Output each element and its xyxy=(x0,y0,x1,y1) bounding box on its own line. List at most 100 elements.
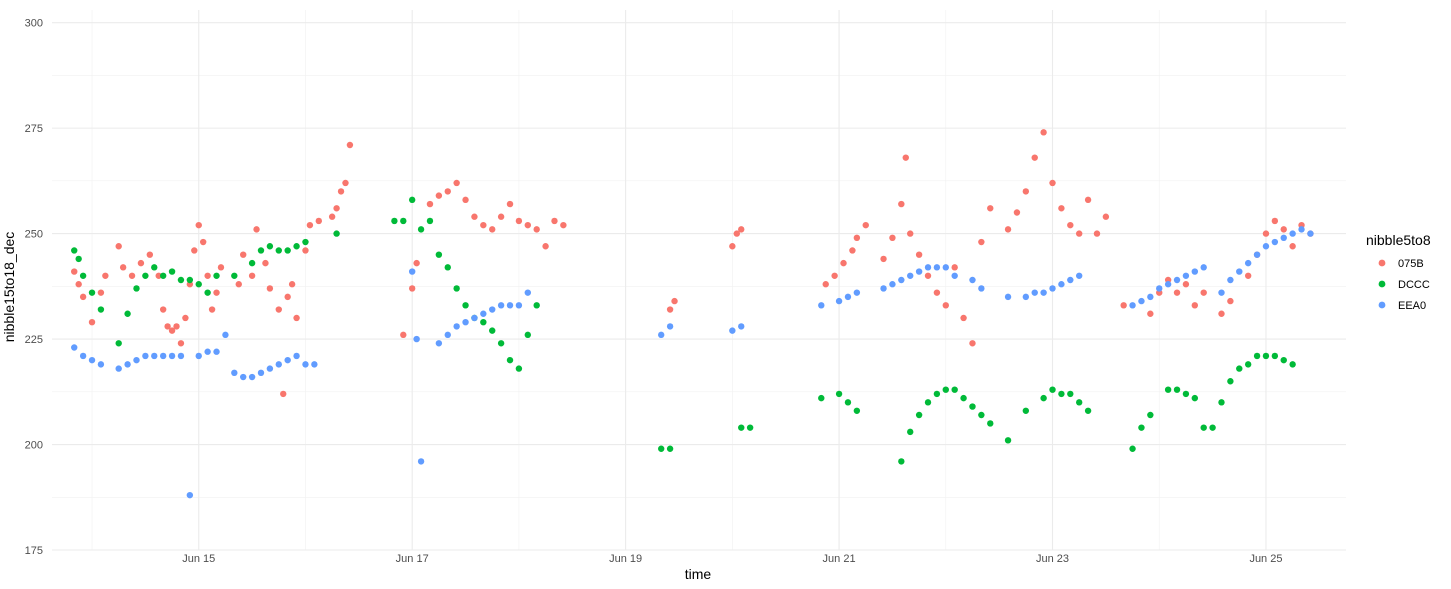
data-point xyxy=(248,272,256,279)
data-point xyxy=(97,361,105,368)
data-point xyxy=(898,200,905,208)
data-point xyxy=(217,264,225,271)
data-point xyxy=(1173,386,1181,393)
data-point xyxy=(1173,276,1181,284)
data-point xyxy=(293,352,300,360)
x-axis-title: time xyxy=(685,566,712,582)
data-point xyxy=(159,272,167,279)
data-point xyxy=(818,302,825,309)
data-point xyxy=(506,356,514,364)
data-point xyxy=(168,268,176,275)
data-point xyxy=(1173,289,1181,296)
data-point xyxy=(133,285,140,292)
data-point xyxy=(1280,234,1287,242)
data-point xyxy=(524,221,532,229)
data-point xyxy=(333,230,340,237)
data-point xyxy=(71,344,78,351)
data-point xyxy=(1280,226,1287,233)
data-point xyxy=(1289,243,1296,250)
data-point xyxy=(738,424,745,431)
data-point xyxy=(293,243,300,250)
data-point xyxy=(204,272,211,279)
data-point xyxy=(444,264,451,271)
data-point xyxy=(75,281,82,288)
data-point xyxy=(1075,272,1083,279)
data-point xyxy=(302,247,309,254)
data-point xyxy=(1244,361,1252,368)
data-point xyxy=(1040,394,1047,402)
grid xyxy=(52,10,1346,551)
data-point xyxy=(151,264,158,271)
data-point xyxy=(128,272,136,279)
data-point xyxy=(124,361,131,368)
data-point xyxy=(119,264,127,271)
data-point xyxy=(1271,217,1279,225)
data-point xyxy=(907,428,914,436)
data-point xyxy=(1262,230,1270,237)
data-point xyxy=(1120,302,1127,309)
data-point xyxy=(426,217,434,225)
data-point xyxy=(159,352,167,360)
data-point xyxy=(248,259,256,267)
data-point xyxy=(231,272,238,279)
data-point xyxy=(1004,226,1012,233)
data-point xyxy=(1289,361,1296,368)
data-point xyxy=(497,340,505,347)
data-point xyxy=(658,445,665,452)
x-tick-label: Jun 25 xyxy=(1249,553,1282,565)
data-point xyxy=(1307,230,1314,237)
y-axis-title: nibble15to18_dec xyxy=(1,232,17,343)
data-point xyxy=(1067,390,1074,398)
data-point xyxy=(533,226,540,233)
data-point xyxy=(155,272,162,279)
data-point xyxy=(1271,352,1279,360)
data-point xyxy=(413,335,420,343)
legend-key xyxy=(1378,259,1386,267)
data-point xyxy=(266,285,274,292)
data-point xyxy=(907,230,914,237)
data-point xyxy=(1191,394,1199,402)
data-point xyxy=(1084,196,1092,204)
data-point xyxy=(1004,293,1012,301)
data-point xyxy=(1244,259,1252,267)
data-point xyxy=(142,352,149,360)
data-point xyxy=(168,352,176,360)
data-point xyxy=(524,331,532,339)
x-tick-label: Jun 17 xyxy=(396,553,429,565)
data-point xyxy=(164,323,171,330)
data-point xyxy=(960,314,967,322)
data-point xyxy=(222,331,229,339)
data-point xyxy=(302,238,309,246)
data-point xyxy=(262,259,269,267)
data-point xyxy=(515,302,523,309)
data-point xyxy=(97,306,105,313)
data-point xyxy=(115,340,122,347)
data-point xyxy=(987,420,994,427)
x-tick-label: Jun 23 xyxy=(1036,553,1069,565)
data-point xyxy=(240,373,247,381)
data-point xyxy=(462,196,469,204)
data-point xyxy=(280,390,287,398)
data-point xyxy=(195,281,202,288)
data-point xyxy=(497,302,505,309)
data-point xyxy=(969,403,976,410)
data-point xyxy=(115,243,122,250)
data-point xyxy=(542,243,549,250)
data-point xyxy=(978,238,985,246)
data-point xyxy=(880,285,887,292)
data-point xyxy=(489,306,496,313)
data-point xyxy=(453,179,460,187)
data-point xyxy=(671,297,678,305)
data-point xyxy=(1022,407,1030,414)
data-point xyxy=(408,196,416,204)
data-point xyxy=(862,221,869,229)
x-tick-label: Jun 21 xyxy=(823,553,856,565)
data-point xyxy=(746,424,754,431)
data-point xyxy=(849,247,856,254)
data-point xyxy=(915,268,923,275)
x-tick-label: Jun 19 xyxy=(609,553,642,565)
data-point xyxy=(560,221,567,229)
data-point xyxy=(266,365,274,372)
data-point xyxy=(1058,390,1065,398)
data-point xyxy=(177,340,185,347)
